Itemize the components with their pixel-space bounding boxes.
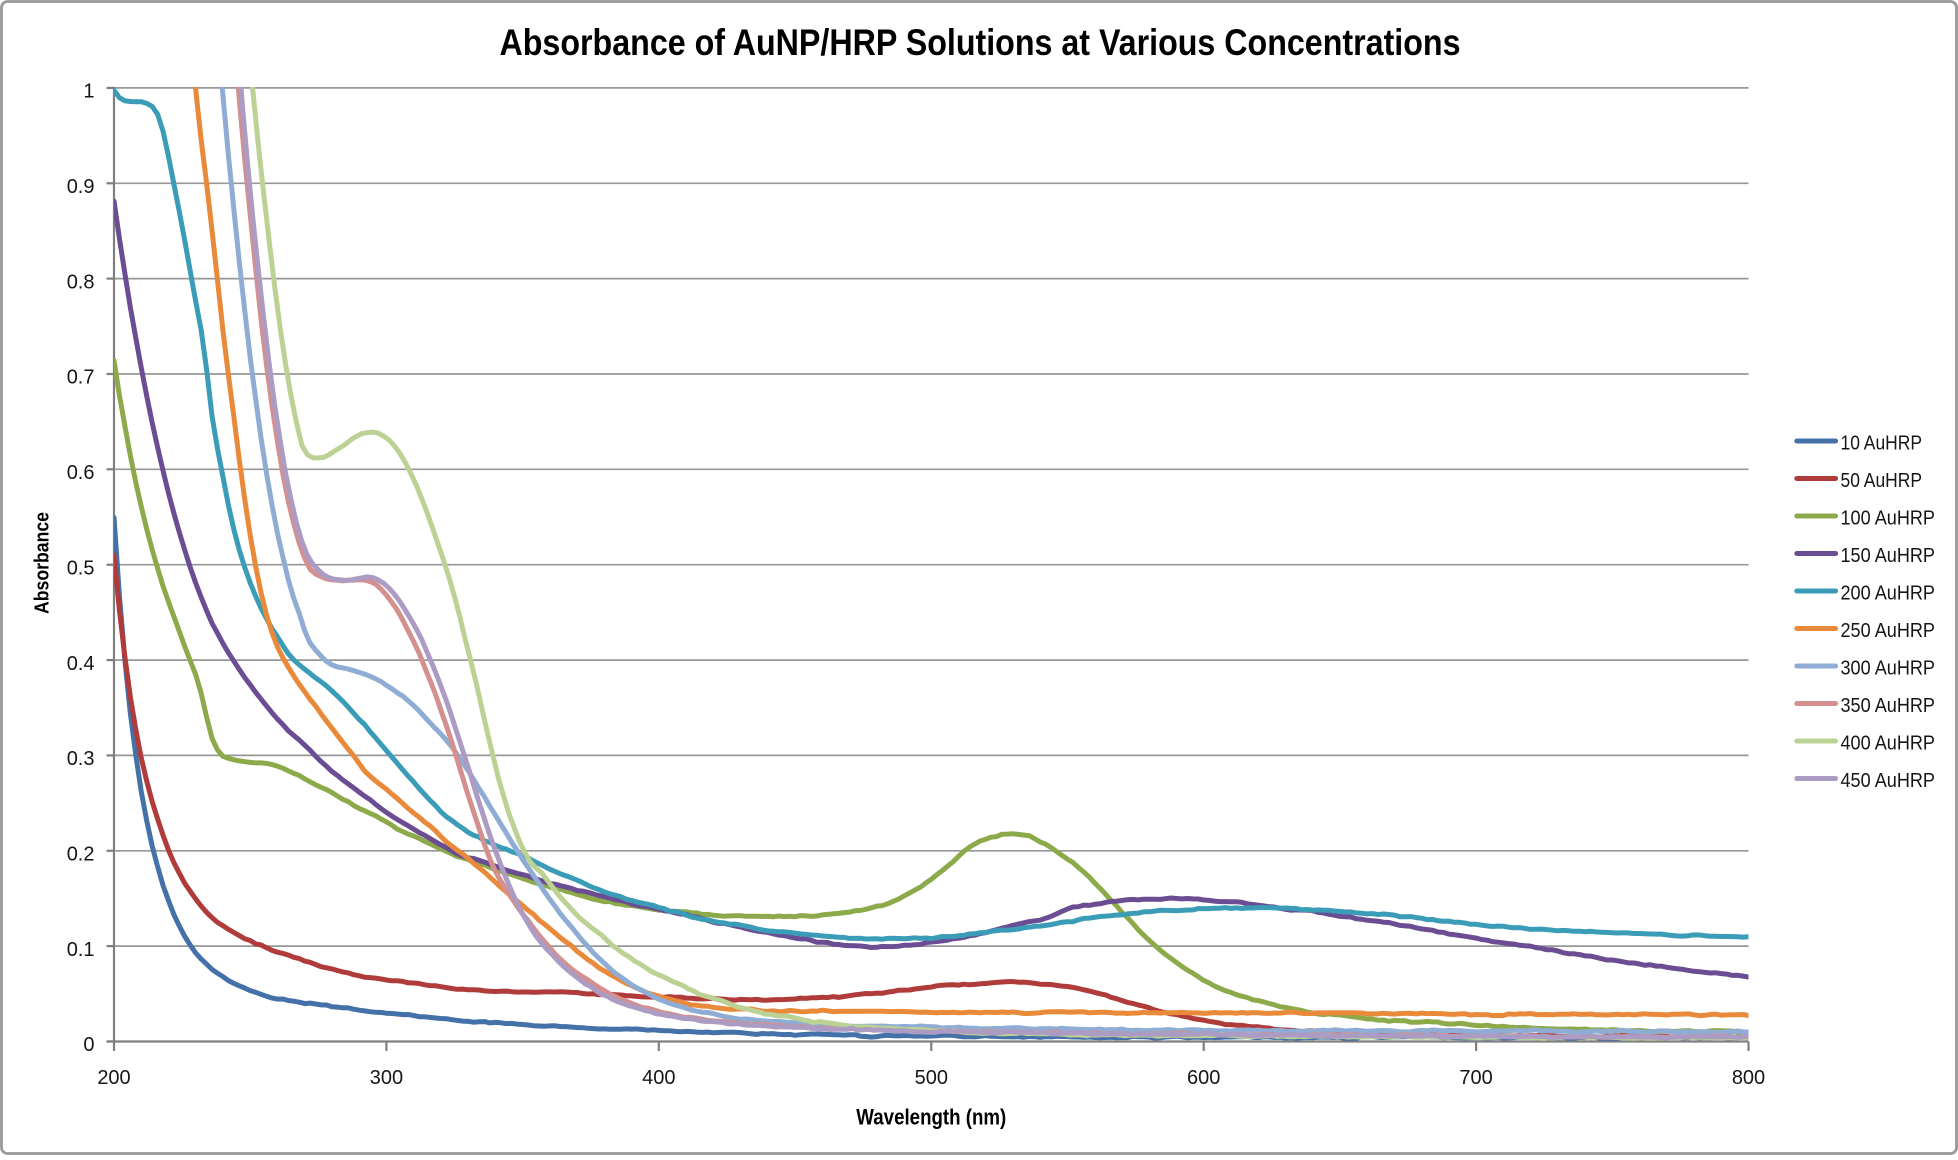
svg-text:800: 800 xyxy=(1732,1067,1765,1089)
svg-text:700: 700 xyxy=(1459,1067,1492,1089)
svg-text:150 AuHRP: 150 AuHRP xyxy=(1841,545,1936,567)
svg-text:600: 600 xyxy=(1187,1067,1220,1089)
svg-text:450 AuHRP: 450 AuHRP xyxy=(1841,770,1936,792)
svg-text:200: 200 xyxy=(97,1067,130,1089)
svg-text:500: 500 xyxy=(915,1067,948,1089)
svg-text:Wavelength (nm): Wavelength (nm) xyxy=(856,1104,1006,1129)
svg-text:300: 300 xyxy=(370,1067,403,1089)
svg-text:1: 1 xyxy=(83,81,94,103)
svg-text:Absorbance: Absorbance xyxy=(32,512,54,614)
svg-text:100 AuHRP: 100 AuHRP xyxy=(1841,508,1936,530)
svg-text:0.6: 0.6 xyxy=(67,462,95,484)
svg-text:400 AuHRP: 400 AuHRP xyxy=(1841,733,1936,755)
svg-text:50 AuHRP: 50 AuHRP xyxy=(1841,470,1923,492)
svg-text:Absorbance of AuNP/HRP Solutio: Absorbance of AuNP/HRP Solutions at Vari… xyxy=(500,22,1461,63)
svg-text:0.8: 0.8 xyxy=(67,271,95,293)
svg-text:0.7: 0.7 xyxy=(67,367,95,389)
svg-text:300 AuHRP: 300 AuHRP xyxy=(1841,658,1936,680)
svg-text:0.3: 0.3 xyxy=(67,748,95,770)
svg-text:0.4: 0.4 xyxy=(67,653,95,675)
svg-text:0.9: 0.9 xyxy=(67,176,95,198)
svg-text:250 AuHRP: 250 AuHRP xyxy=(1841,620,1936,642)
svg-text:400: 400 xyxy=(642,1067,675,1089)
svg-text:0.1: 0.1 xyxy=(67,939,95,961)
svg-text:200 AuHRP: 200 AuHRP xyxy=(1841,583,1936,605)
svg-text:10 AuHRP: 10 AuHRP xyxy=(1841,433,1923,455)
svg-text:0.5: 0.5 xyxy=(67,557,95,579)
svg-text:350 AuHRP: 350 AuHRP xyxy=(1841,695,1936,717)
svg-text:0.2: 0.2 xyxy=(67,844,95,866)
svg-text:0: 0 xyxy=(83,1034,94,1056)
